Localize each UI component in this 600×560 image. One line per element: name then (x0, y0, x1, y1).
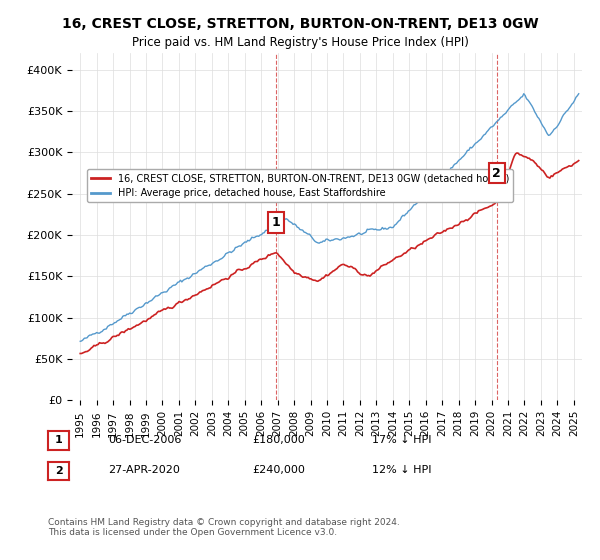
Text: 06-DEC-2006: 06-DEC-2006 (108, 435, 181, 445)
Legend: 16, CREST CLOSE, STRETTON, BURTON-ON-TRENT, DE13 0GW (detached house), HPI: Aver: 16, CREST CLOSE, STRETTON, BURTON-ON-TRE… (87, 169, 514, 202)
Text: 16, CREST CLOSE, STRETTON, BURTON-ON-TRENT, DE13 0GW: 16, CREST CLOSE, STRETTON, BURTON-ON-TRE… (62, 17, 538, 31)
Text: 2: 2 (493, 166, 501, 180)
Text: 27-APR-2020: 27-APR-2020 (108, 465, 180, 475)
Text: £240,000: £240,000 (252, 465, 305, 475)
Text: 1: 1 (55, 436, 62, 445)
Text: £180,000: £180,000 (252, 435, 305, 445)
Text: 17% ↓ HPI: 17% ↓ HPI (372, 435, 431, 445)
Text: 2: 2 (55, 466, 62, 476)
Text: 12% ↓ HPI: 12% ↓ HPI (372, 465, 431, 475)
Text: Price paid vs. HM Land Registry's House Price Index (HPI): Price paid vs. HM Land Registry's House … (131, 36, 469, 49)
Text: 1: 1 (272, 216, 281, 229)
Text: Contains HM Land Registry data © Crown copyright and database right 2024.
This d: Contains HM Land Registry data © Crown c… (48, 518, 400, 538)
